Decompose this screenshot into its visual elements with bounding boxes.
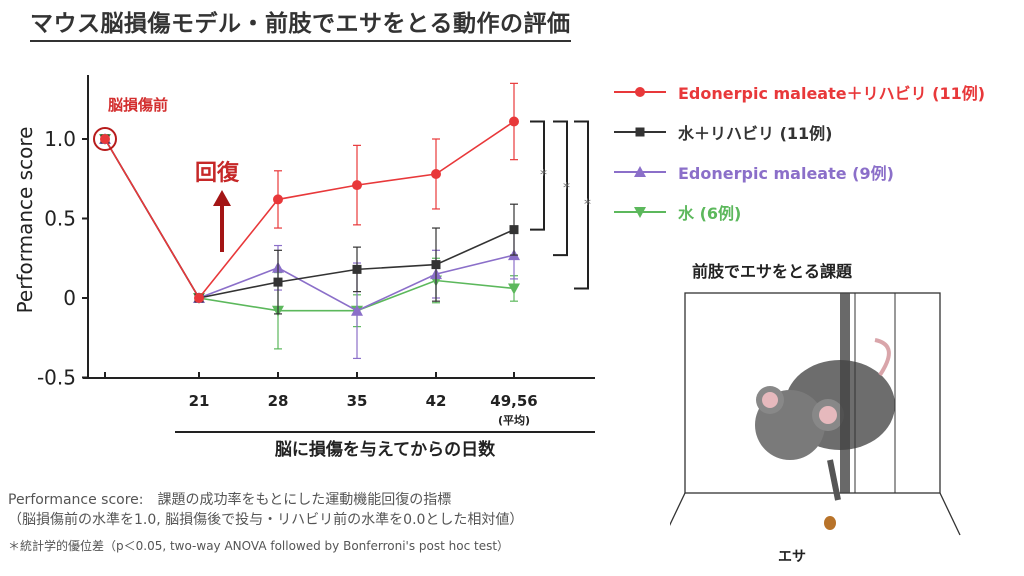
series-3 [99,134,520,350]
x-tick-label: 28 [268,392,289,410]
significance-star: * [540,168,547,184]
pre-injury-circle [93,127,117,151]
legend-item-water-rehab: 水＋リハビリ (11例) [612,120,832,144]
legend-marker-triangle-up [614,166,666,177]
x-tick-label: 35 [347,392,368,410]
x-tick-sublabel: (平均) [498,413,530,427]
data-point [509,225,519,235]
legend-item-water: 水 (6例) [612,200,741,224]
legend-marker-circle [614,87,666,97]
legend-marker [635,87,645,97]
significance-bracket [553,120,568,257]
data-point [352,180,362,191]
series-line [104,138,515,312]
series-2 [99,133,520,360]
legend-marker-square [614,127,666,137]
notes: Performance score: 課題の成功率をもとにした運動機能回復の指標… [8,490,523,556]
mouse-illustration [670,292,961,536]
data-point [273,277,283,287]
series-0 [100,82,519,303]
x-axis-label: 脳に損傷を与えてからの日数 [275,439,496,460]
significance-bracket [530,120,545,231]
note-definition: Performance score: 課題の成功率をもとにした運動機能回復の指標 [8,492,452,508]
data-point [509,116,519,127]
data-point [431,168,441,179]
legend-item-edonerpic: Edonerpic maleate (9例) [612,160,894,184]
task-title: 前肢でエサをとる課題 [692,262,853,281]
legend-label: 水 (6例) [678,204,742,223]
y-tick-label: 0.5 [44,207,76,231]
data-point [351,304,363,316]
legend-marker [635,127,645,137]
note-statistics: ＊統計学的優位差（p＜0.05, two-way ANOVA followed … [8,539,510,553]
data-point [100,134,110,144]
legend-marker [634,166,646,177]
recovery-label: 回復 [195,160,240,186]
significance-star: * [584,197,591,213]
y-axis-label: Performance score [13,127,37,314]
legend-label: Edonerpic maleate (9例) [678,164,894,183]
slide-title: マウス脳損傷モデル・前肢でエサをとる動作の評価 [30,4,571,42]
legend-label: Edonerpic maleate＋リハビリ (11例) [678,84,986,103]
data-point [273,194,283,205]
data-point [431,260,441,270]
y-tick-label: -0.5 [37,366,76,390]
x-tick-label: 42 [426,392,447,410]
legend-item-edonerpic-rehab: Edonerpic maleate＋リハビリ (11例) [612,80,985,104]
x-tick-label: 49,56 [490,392,537,410]
significance-bracket [574,120,589,290]
data-point [194,293,204,303]
legend-marker-triangle-down [614,207,666,218]
y-tick-label: 1.0 [44,127,76,151]
pre-injury-label: 脳損傷前 [108,96,168,114]
x-tick-label: 21 [189,392,210,410]
data-point [352,264,362,274]
note-relative: （脳損傷前の水準を1.0, 脳損傷後で投与・リハビリ前の水準を0.0とした相対値… [8,512,524,528]
series-line [104,120,515,300]
legend-label: 水＋リハビリ (11例) [678,124,833,143]
recovery-arrow-head [213,190,231,206]
y-tick-label: 0 [63,286,76,310]
significance-star: * [563,180,570,196]
data-point [508,283,520,295]
legend-marker [634,207,646,218]
food-label: エサ [778,549,806,565]
